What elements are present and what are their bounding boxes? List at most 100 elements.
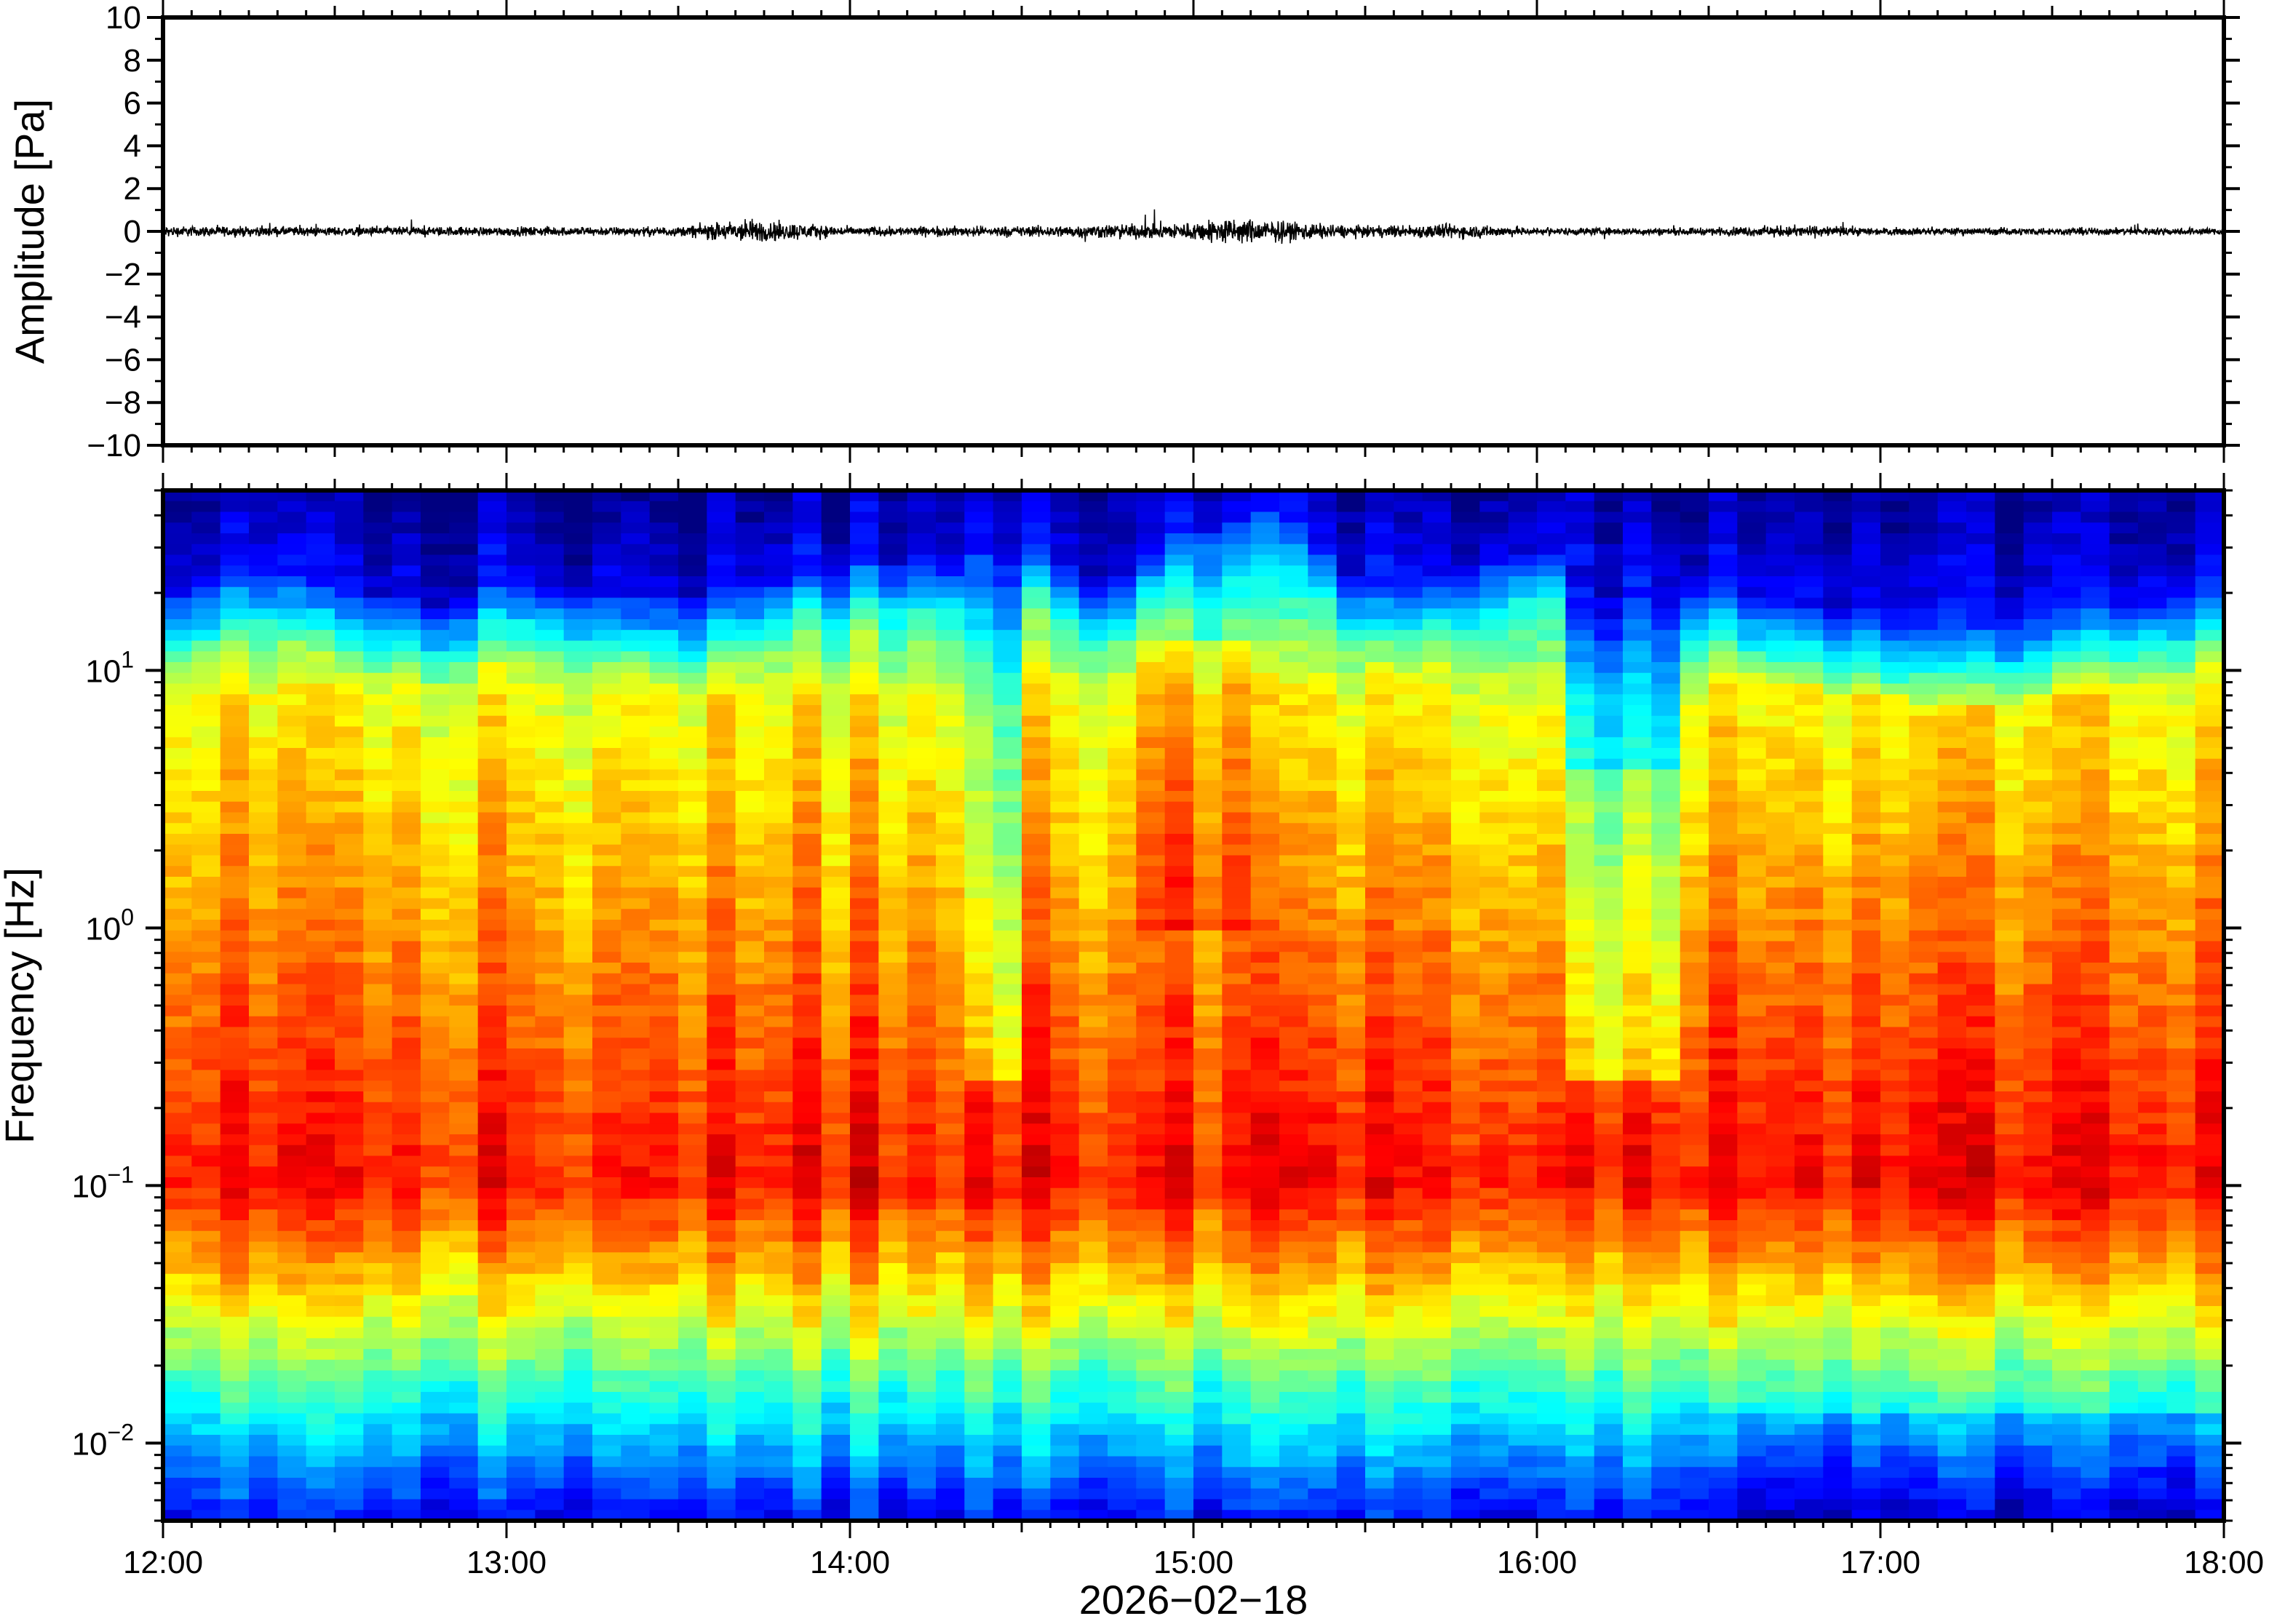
spectrogram-cell — [592, 705, 621, 717]
spectrogram-cell — [1537, 1112, 1566, 1124]
spectrogram-cell — [506, 887, 536, 899]
spectrogram-cell — [363, 1456, 393, 1468]
spectrogram-cell — [1451, 812, 1480, 824]
spectrogram-cell — [163, 963, 192, 974]
spectrogram-cell — [1136, 715, 1166, 728]
spectrogram-cell — [1164, 1478, 1194, 1489]
spectrogram-cell — [678, 1435, 707, 1446]
spectrogram-cell — [1022, 1327, 1051, 1339]
spectrogram-cell — [1078, 1230, 1108, 1243]
spectrogram-cell — [907, 1112, 937, 1124]
spectrogram-cell — [191, 1038, 221, 1049]
spectrogram-cell — [792, 512, 822, 523]
spectrogram-cell — [1336, 866, 1366, 877]
spectrogram-cell — [306, 791, 335, 803]
spectrogram-cell — [993, 877, 1022, 888]
spectrogram-cell — [964, 1359, 994, 1372]
spectrogram-cell — [649, 1435, 679, 1446]
spectrogram-cell — [535, 769, 565, 781]
spectrogram-cell — [163, 920, 192, 931]
spectrogram-cell — [1451, 640, 1480, 652]
spectrogram-cell — [421, 1091, 450, 1103]
spectrogram-cell — [792, 1016, 822, 1028]
spectrogram-cell — [1078, 662, 1108, 674]
spectrogram-cell — [678, 586, 707, 599]
spectrogram-cell — [306, 1370, 335, 1382]
spectrogram-cell — [621, 1155, 651, 1167]
spectrogram-cell — [163, 586, 192, 599]
spectrogram-cell — [1108, 1252, 1137, 1264]
spectrogram-cell — [163, 1123, 192, 1135]
spectrogram-cell — [1193, 995, 1223, 1006]
spectrogram-cell — [792, 705, 822, 717]
spectrogram-cell — [1108, 1510, 1137, 1521]
spectrogram-cell — [707, 1381, 736, 1393]
spectrogram-cell — [1108, 1177, 1137, 1189]
spectrogram-cell — [563, 1370, 593, 1382]
spectrogram-cell — [1537, 1435, 1566, 1446]
spectrogram-cell — [1193, 1155, 1223, 1167]
spectrogram-cell — [1164, 1187, 1194, 1200]
spectrogram-cell — [306, 748, 335, 760]
spectrogram-cell — [1537, 1263, 1566, 1275]
spectrogram-cell — [850, 576, 879, 588]
spectrogram-cell — [477, 1006, 507, 1017]
spectrogram-cell — [821, 1435, 851, 1446]
spectrogram-cell — [306, 1413, 335, 1425]
spectrogram-cell — [1508, 1467, 1538, 1478]
spectrogram-cell — [220, 1252, 250, 1264]
spectrogram-cell — [277, 1338, 307, 1350]
spectrogram-cell — [1508, 1295, 1538, 1307]
spectrogram-cell — [592, 586, 621, 599]
spectrogram-cell — [1308, 533, 1338, 545]
spectrogram-cell — [1164, 1080, 1194, 1092]
spectrogram-cell — [1394, 1252, 1423, 1264]
spectrogram-cell — [1479, 1006, 1509, 1017]
spectrogram-cell — [1394, 1402, 1423, 1414]
spectrogram-cell — [1565, 887, 1595, 899]
spectrogram-cell — [1537, 1123, 1566, 1135]
spectrogram-cell — [878, 877, 908, 888]
spectrogram-cell — [1537, 662, 1566, 674]
spectrogram-cell — [1022, 565, 1051, 577]
spectrogram-cell — [1250, 898, 1280, 909]
spectrogram-cell — [964, 737, 994, 749]
spectrogram-cell — [1394, 522, 1423, 534]
spectrogram-cell — [792, 1370, 822, 1382]
spectrogram-cell — [506, 973, 536, 985]
spectrogram-cell — [592, 1499, 621, 1510]
spectrogram-cell — [1222, 1273, 1252, 1286]
spectrogram-cell — [220, 1349, 250, 1361]
spectrogram-cell — [220, 1273, 250, 1286]
spectrogram-cell — [592, 1359, 621, 1372]
spectrogram-cell — [1365, 1284, 1394, 1296]
spectrogram-cell — [220, 823, 250, 835]
spectrogram-cell — [1078, 1123, 1108, 1135]
spectrogram-cell — [1108, 758, 1137, 771]
spectrogram-cell — [191, 1467, 221, 1478]
spectrogram-cell — [1050, 608, 1080, 620]
spectrogram-cell — [964, 576, 994, 588]
spectrogram-cell — [907, 1145, 937, 1157]
spectrogram-cell — [1537, 1177, 1566, 1189]
spectrogram-cell — [1193, 737, 1223, 749]
spectrogram-cell — [1078, 512, 1108, 523]
spectrogram-cell — [707, 586, 736, 599]
spectrogram-cell — [1108, 1048, 1137, 1060]
spectrogram-cell — [936, 1488, 965, 1500]
spectrogram-cell — [449, 1359, 479, 1372]
spectrogram-cell — [1365, 1467, 1394, 1478]
spectrogram-cell — [821, 597, 851, 609]
spectrogram-cell — [907, 1338, 937, 1350]
spectrogram-cell — [707, 748, 736, 760]
spectrogram-cell — [506, 1263, 536, 1275]
spectrogram-cell — [735, 737, 765, 749]
spectrogram-cell — [678, 952, 707, 963]
spectrogram-cell — [907, 1187, 937, 1200]
spectrogram-cell — [993, 941, 1022, 952]
spectrogram-cell — [1164, 866, 1194, 877]
spectrogram-cell — [907, 1424, 937, 1436]
spectrogram-cell — [1222, 1263, 1252, 1275]
spectrogram-cell — [592, 812, 621, 824]
spectrogram-cell — [449, 1080, 479, 1092]
